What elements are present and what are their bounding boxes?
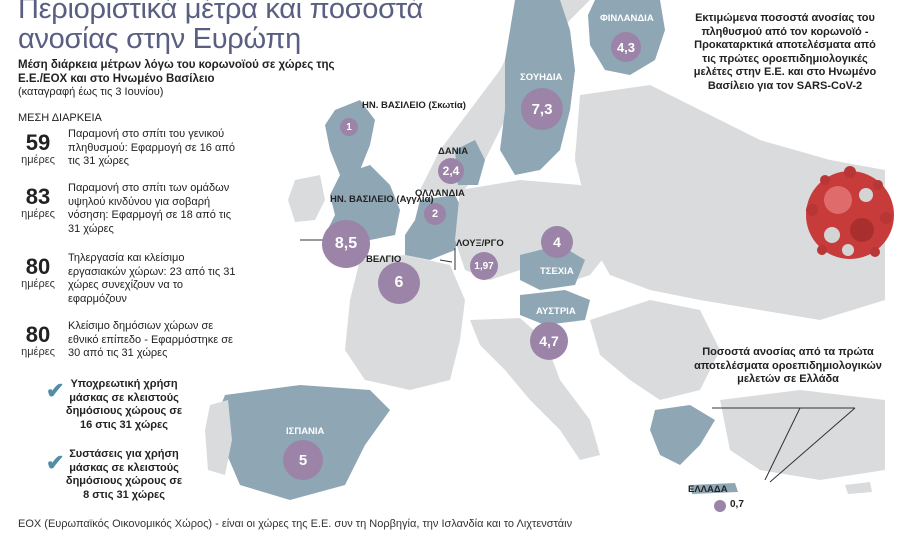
cyprus-shape — [845, 482, 872, 494]
turkey-shape — [720, 390, 885, 480]
footer-note: ΕΟΧ (Ευρωπαϊκός Οικονομικός Χώρος) - είν… — [18, 518, 573, 530]
title-line-2: ανοσίας στην Ευρώπη — [18, 23, 301, 55]
measure-text: Παραμονή στο σπίτι των ομάδων υψηλού κιν… — [68, 182, 232, 235]
label-england: ΗΝ. ΒΑΣΙΛΕΙΟ (Αγγλία) — [330, 194, 434, 205]
page-title: Περιοριστικά μέτρα και ποσοστά ανοσίας σ… — [18, 0, 423, 54]
mask-recommended-text: Συστάσεις για χρήση μάσκας σε κλειστούς … — [65, 448, 183, 501]
label-spain: ΙΣΠΑΝΙΑ — [286, 426, 325, 437]
bubble-england: 8,5 — [322, 220, 370, 268]
baltics-shape — [575, 115, 625, 175]
measure-item: 83 ημέρες — [16, 184, 60, 221]
immunity-note: Εκτιμώμενα ποσοστά ανοσίας του πληθυσμού… — [693, 12, 877, 92]
bubble-greece — [714, 500, 726, 512]
title-line-1: Περιοριστικά μέτρα και ποσοστά — [18, 0, 423, 25]
mask-mandatory-text: Υποχρεωτική χρήση μάσκας σε κλειστούς δη… — [65, 378, 183, 431]
label-denmark: ΔΑΝΙΑ — [438, 146, 469, 157]
bubble-czechia: 4 — [541, 226, 573, 258]
measure-text: Παραμονή στο σπίτι του γενικού πληθυσμού… — [68, 128, 236, 167]
label-scotland: ΗΝ. ΒΑΣΙΛΕΙΟ (Σκωτία) — [362, 100, 466, 111]
bubble-denmark: 2,4 — [438, 158, 464, 184]
label-belgium: ΒΕΛΓΙΟ — [366, 254, 402, 265]
measure-item: 80 ημέρες — [16, 322, 60, 359]
bubble-finland: 4,3 — [611, 32, 641, 62]
ireland-shape — [288, 175, 325, 222]
label-finland: ΦΙΝΛΑΝΔΙΑ — [600, 13, 654, 24]
subtitle: Μέση διάρκεια μέτρων λόγω του κορωνοϊού … — [18, 59, 335, 85]
measure-days-unit: ημέρες — [21, 346, 55, 358]
label-austria: ΑΥΣΤΡΙΑ — [536, 306, 576, 317]
measure-item: 80 ημέρες — [16, 254, 60, 291]
label-sweden: ΣΟΥΗΔΙΑ — [520, 72, 563, 83]
bubble-spain: 5 — [283, 440, 323, 480]
measure-days-unit: ημέρες — [21, 208, 55, 220]
label-luxembourg: ΛΟΥΞ/ΡΓΟ — [456, 238, 504, 249]
france-shape — [345, 255, 465, 390]
benelux-shape — [405, 195, 465, 260]
bubble-belgium: 6 — [378, 262, 420, 304]
scotland-shape — [325, 100, 375, 175]
measure-days: 83 — [25, 184, 51, 209]
label-greece: ΕΛΛΑΔΑ — [688, 484, 728, 495]
measure-item: 59 ημέρες — [16, 130, 60, 167]
measure-days: 80 — [25, 322, 51, 347]
czechia-shape — [520, 245, 585, 290]
measure-days: 59 — [25, 130, 51, 155]
bubble-austria: 4,7 — [530, 322, 568, 360]
greece-value: 0,7 — [730, 499, 744, 510]
subtitle-note: (καταγραφή έως τις 3 Ιουνίου) — [18, 86, 164, 98]
italy-shape — [470, 318, 600, 460]
crete-shape — [690, 483, 738, 494]
greece-immunity-note: Ποσοστά ανοσίας από τα πρώτα αποτελέσματ… — [694, 346, 882, 385]
bubble-luxembourg: 1,97 — [470, 252, 498, 280]
bubble-netherlands: 2 — [424, 203, 446, 225]
sweden-shape — [500, 0, 575, 175]
measure-text: Κλείσιμο δημόσιων χώρων σε εθνικό επίπεδ… — [68, 320, 233, 359]
virus-illustration — [806, 166, 894, 259]
portugal-shape — [205, 400, 232, 475]
austria-shape — [520, 290, 590, 325]
checkmark-icon: ✔ — [46, 450, 65, 475]
bubble-sweden: 7,3 — [521, 88, 563, 130]
label-czechia: ΤΣΕΧΙΑ — [540, 266, 574, 277]
east-europe-shape — [575, 85, 885, 320]
measure-days-unit: ημέρες — [21, 278, 55, 290]
duration-heading: ΜΕΣΗ ΔΙΑΡΚΕΙΑ — [18, 112, 102, 124]
measure-days-unit: ημέρες — [21, 154, 55, 166]
checkmark-icon: ✔ — [46, 378, 65, 403]
label-netherlands: ΟΛΛΑΝΔΙΑ — [415, 188, 465, 199]
bubble-scotland: 1 — [340, 118, 358, 136]
greece-shape — [650, 405, 715, 465]
balkans-shape — [590, 300, 720, 400]
measure-days: 80 — [25, 254, 51, 279]
measure-text: Τηλεργασία και κλείσιμο εργασιακών χώρων… — [68, 252, 236, 305]
